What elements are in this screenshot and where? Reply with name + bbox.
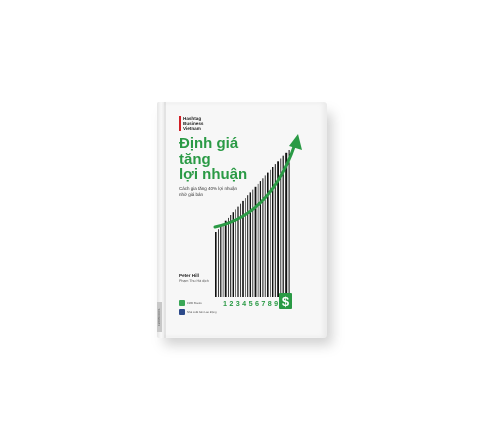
- barcode-bar: [254, 186, 257, 297]
- barcode-bar: [247, 195, 249, 297]
- barcode-bar: [274, 164, 276, 297]
- barcode-bar: [280, 158, 282, 297]
- barcode-bar: [259, 181, 261, 297]
- barcode-bar: [224, 220, 227, 297]
- subtitle-line: Cách gia tăng 40% lợi nhuận: [179, 186, 237, 191]
- barcode-bars: [215, 150, 290, 297]
- barcode-bar: [285, 152, 288, 297]
- author-block: Peter Hill Phạm Thu Hà dịch: [179, 273, 209, 284]
- barcode-bar: [257, 183, 259, 297]
- subtitle-line: nhờ giá bán: [179, 192, 203, 197]
- publisher-logo-icon: [179, 309, 185, 315]
- barcode-bar: [228, 217, 229, 297]
- barcode-bar: [237, 206, 239, 297]
- title-line: Định giá: [179, 135, 239, 152]
- growth-arrow-head: [289, 134, 302, 150]
- brand-logo: Hashtag Business Vietnam: [179, 116, 203, 131]
- barcode-bar: [267, 172, 269, 297]
- barcode-bar: [270, 169, 271, 297]
- barcode-bar: [277, 161, 279, 297]
- barcode-bar: [252, 189, 254, 297]
- title-line: lợi nhuận: [179, 166, 248, 183]
- barcode-bar: [282, 155, 284, 297]
- barcode-bar: [215, 232, 217, 297]
- publisher-2-name: Nhà xuất bản Lao Động: [187, 309, 217, 314]
- barcode-bar: [264, 175, 266, 297]
- growth-arrow-curve: [213, 142, 297, 229]
- book-cover: 1980BOOKS Hashtag Business Vietnam Định …: [157, 102, 327, 338]
- logo-line: Hashtag: [183, 116, 202, 121]
- book-subtitle: Cách gia tăng 40% lợi nhuận nhờ giá bán: [179, 186, 269, 198]
- barcode-bar: [218, 229, 219, 297]
- logo-bar: [179, 116, 181, 131]
- barcode-bar: [249, 192, 251, 297]
- svg-text:$: $: [282, 294, 290, 309]
- barcode-bar: [288, 150, 290, 297]
- publisher-1-name: 1980 Books: [187, 300, 202, 305]
- barcode-bar: [242, 200, 244, 297]
- barcode-bar: [240, 203, 241, 297]
- barcode-bar: [262, 178, 264, 297]
- barcode-bar: [235, 209, 236, 297]
- publisher-logo-icon: [179, 300, 185, 306]
- barcode-digits: 1 2 3 4 5 6 7 8 9: [223, 299, 278, 308]
- spine-hinge: [164, 102, 166, 338]
- logo-line: Vietnam: [183, 126, 201, 131]
- title-line: tăng: [179, 150, 211, 168]
- barcode-bar: [220, 226, 222, 297]
- publisher-1: 1980 Books: [179, 300, 202, 306]
- barcode-bar: [230, 215, 232, 297]
- book-title: Định giá tăng lợi nhuận: [179, 136, 299, 183]
- translator-name: Phạm Thu Hà dịch: [179, 279, 209, 283]
- barcode-graphic: 1 2 3 4 5 6 7 8 9 $: [213, 134, 302, 309]
- logo-text: Hashtag Business Vietnam: [183, 116, 203, 131]
- author-name: Peter Hill: [179, 273, 199, 278]
- barcode-bar: [272, 167, 274, 297]
- dollar-icon: $: [279, 293, 292, 309]
- book-spine: [157, 102, 164, 338]
- logo-line: Business: [183, 121, 204, 126]
- barcode-bar: [222, 223, 224, 297]
- barcode-bar: [245, 198, 246, 297]
- barcode-bar: [232, 212, 234, 297]
- publisher-2: Nhà xuất bản Lao Động: [179, 309, 217, 315]
